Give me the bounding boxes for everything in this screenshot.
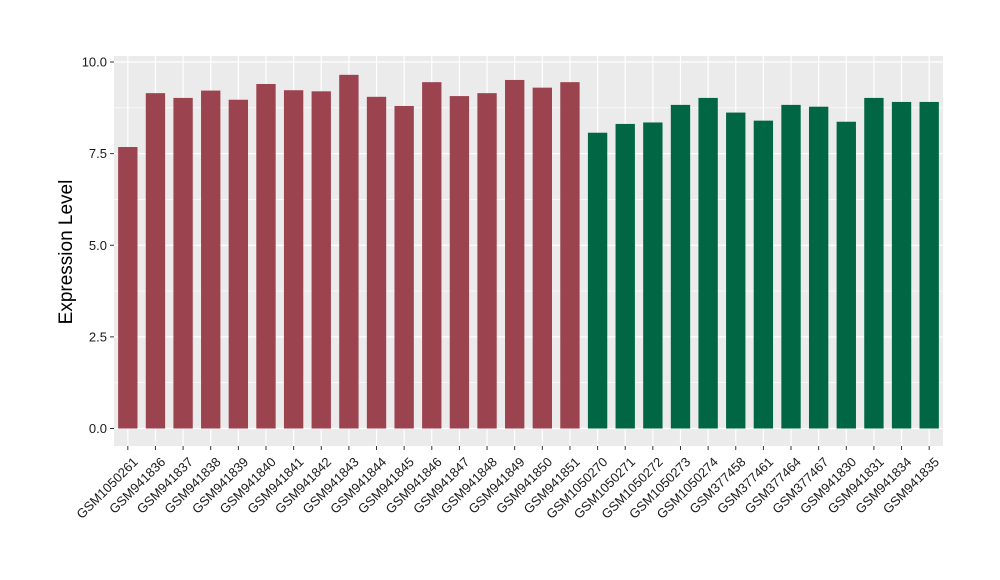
bar-GSM941839 [228, 99, 249, 429]
bar-GSM941843 [339, 74, 359, 429]
bar-GSM941844 [366, 96, 387, 429]
x-axis: GSM1050261GSM941836GSM941837GSM941838GSM… [73, 446, 942, 522]
bar-GSM1050272 [643, 122, 663, 429]
y-axis-title: Expression Level [56, 180, 77, 325]
bar-GSM941840 [256, 83, 276, 429]
bar-GSM941851 [560, 82, 580, 429]
bar-GSM1050274 [698, 97, 718, 429]
bar-GSM941835 [919, 101, 939, 429]
bars [118, 74, 939, 429]
bar-GSM941850 [532, 87, 552, 429]
bar-GSM1050271 [615, 123, 635, 429]
bar-GSM377464 [781, 104, 801, 429]
bar-GSM941831 [864, 97, 884, 429]
y-tick-label: 2.5 [89, 329, 107, 344]
bar-GSM941845 [394, 105, 414, 429]
y-tick-label: 0.0 [89, 421, 107, 436]
bar-GSM941846 [422, 82, 442, 429]
bar-GSM377467 [808, 106, 829, 429]
bar-GSM377461 [753, 120, 774, 429]
plot-panel [114, 56, 943, 446]
bar-GSM941838 [201, 90, 221, 429]
bar-GSM941847 [449, 96, 470, 429]
y-tick-label: 5.0 [89, 238, 107, 253]
bar-GSM941841 [283, 90, 304, 429]
bar-GSM941849 [505, 79, 525, 429]
bar-GSM1050273 [670, 104, 691, 429]
bar-GSM941834 [891, 101, 912, 429]
bar-GSM1050270 [587, 132, 608, 429]
bar-GSM941830 [836, 121, 856, 429]
y-axis: 0.0 2.5 5.0 7.5 10.0 [82, 55, 114, 436]
y-tick-label: 7.5 [89, 146, 107, 161]
bar-GSM941842 [311, 91, 331, 429]
bar-GSM941836 [145, 93, 166, 429]
y-tick-label: 10.0 [82, 55, 107, 70]
bar-GSM941848 [477, 93, 497, 429]
bar-GSM377458 [726, 112, 746, 429]
bar-GSM1050261 [118, 147, 138, 429]
bar-GSM941837 [173, 97, 193, 429]
